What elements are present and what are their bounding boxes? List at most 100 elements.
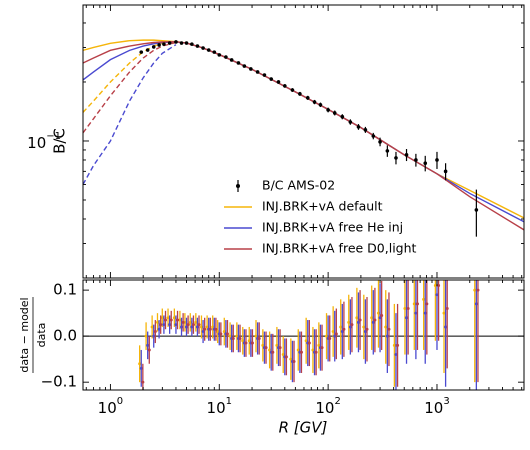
residual-point: [268, 348, 272, 352]
residual-point: [147, 348, 151, 352]
axes: [82, 4, 525, 391]
residual-point: [197, 323, 201, 327]
residual-point: [278, 346, 282, 350]
residual-point: [244, 341, 248, 345]
residual-point: [169, 318, 173, 322]
residual-point: [284, 355, 288, 359]
residual-point: [238, 336, 242, 340]
residual-point: [250, 341, 254, 345]
residual-point: [199, 325, 203, 329]
residual-point: [174, 323, 178, 327]
model-line: [83, 41, 524, 223]
residual-point: [433, 284, 437, 288]
data-point: [167, 41, 172, 45]
residual-point: [241, 339, 245, 343]
residual-point: [387, 327, 391, 331]
residual-point: [442, 311, 446, 315]
residual-point: [350, 323, 354, 327]
residual-point: [141, 380, 145, 384]
residual-point: [385, 334, 389, 338]
residual-point: [356, 320, 360, 324]
residual-point: [160, 316, 164, 320]
residual-point: [423, 311, 427, 315]
residual-point: [176, 318, 180, 322]
residual-point: [164, 318, 168, 322]
residual-point: [153, 330, 157, 334]
residual-point: [195, 325, 199, 329]
x-tick-label: 101: [207, 396, 232, 417]
residual-point: [194, 320, 198, 324]
residual-point: [264, 346, 268, 350]
residual-point: [185, 325, 189, 329]
y-axis-label: B/C: [51, 128, 69, 154]
residual-point: [347, 320, 351, 324]
data-point: [474, 208, 479, 212]
residual-frame: [82, 279, 525, 391]
tick-exponent: −1: [46, 131, 61, 142]
residual-point: [415, 302, 419, 306]
residual-y-tick-label: 0.1: [53, 281, 77, 299]
residual-label-denominator: data: [35, 323, 48, 348]
data-point: [217, 53, 222, 57]
residual-point: [231, 336, 235, 340]
residual-point: [254, 334, 258, 338]
tick-exponent: 0: [117, 396, 123, 407]
tick-base: 10: [207, 399, 226, 417]
residual-point: [406, 307, 410, 311]
data-point: [151, 45, 156, 49]
residual-point: [188, 320, 192, 324]
residual-point: [392, 343, 396, 347]
data-point: [363, 128, 368, 132]
data-point: [139, 50, 144, 54]
residual-point: [208, 327, 212, 331]
residual-point: [474, 302, 478, 306]
legend-label: INJ.BRK+vA free D0,light: [262, 241, 417, 256]
residual-point: [405, 316, 409, 320]
data-point: [162, 42, 166, 46]
residual-point: [304, 339, 308, 343]
data-point: [255, 70, 260, 74]
residual-point: [190, 325, 194, 329]
data-point: [212, 50, 217, 54]
data-point: [201, 46, 205, 50]
data-point: [236, 61, 241, 65]
data-point: [312, 100, 317, 104]
residual-point: [214, 327, 218, 331]
data-point: [145, 48, 150, 52]
data-point: [190, 42, 194, 46]
data-point: [206, 48, 211, 52]
residual-point: [412, 302, 416, 306]
data-point: [443, 169, 448, 174]
legend-marker: [236, 184, 240, 188]
y-tick-label: 10−1: [27, 131, 61, 152]
residual-y-tick-label: 0.0: [53, 327, 77, 345]
data-point: [249, 67, 253, 71]
residual-point: [394, 353, 398, 357]
residual-point: [473, 288, 477, 292]
residual-point: [186, 323, 190, 327]
data-point: [394, 156, 398, 160]
residual-point: [362, 325, 366, 329]
residual-point: [348, 325, 352, 329]
data-point: [269, 77, 274, 81]
data-point: [179, 41, 184, 45]
residual-point: [139, 366, 143, 370]
data-point: [157, 43, 161, 47]
data-point: [195, 44, 200, 48]
tick-base: 10: [98, 399, 117, 417]
residual-point: [396, 343, 400, 347]
residual-point: [191, 323, 195, 327]
data-point: [378, 140, 382, 144]
residual-point: [444, 325, 448, 329]
data-point: [174, 40, 178, 44]
data-point: [242, 64, 247, 68]
residual-point: [311, 348, 315, 352]
residual-y-label: data − model data: [18, 297, 48, 373]
residual-point: [414, 311, 418, 315]
tick-exponent: 3: [443, 396, 449, 407]
data-point: [283, 84, 287, 88]
residual-point: [320, 346, 324, 350]
residual-point: [355, 316, 359, 320]
residual-point: [201, 330, 205, 334]
residual-point: [178, 318, 182, 322]
